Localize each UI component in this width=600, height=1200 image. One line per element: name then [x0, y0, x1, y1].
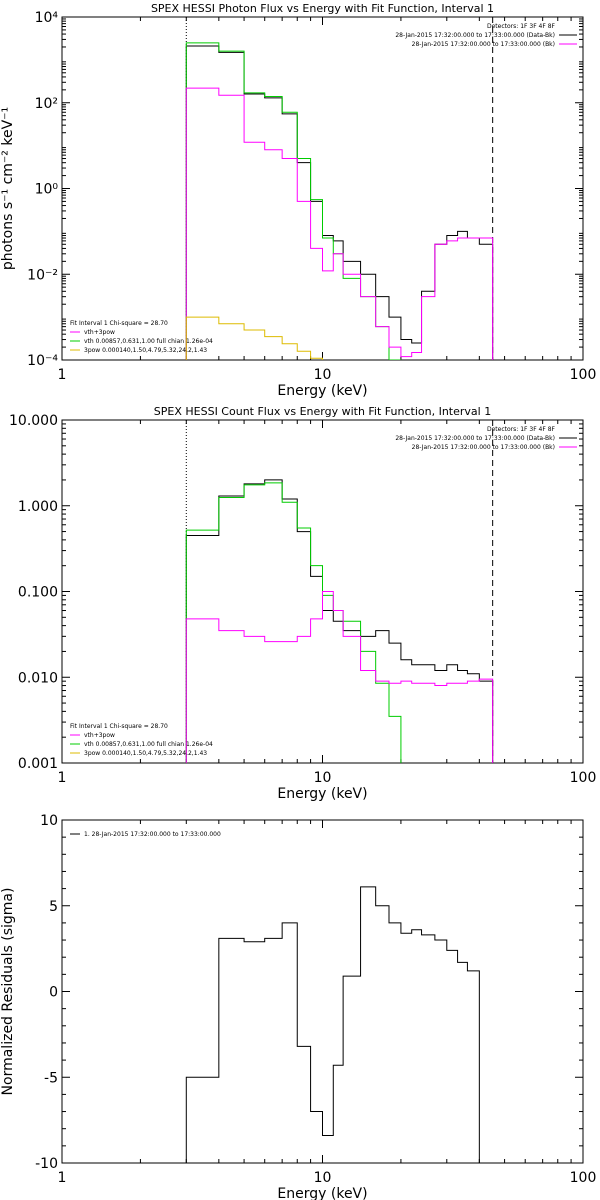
y-tick-label: 10⁻²: [27, 267, 58, 283]
legend-entry-label: vth 0.00857,0.631,1.00 full chian 1.26e-…: [84, 741, 213, 748]
y-tick-label: 10⁴: [35, 10, 59, 26]
legend-entry-label: 3pow 0.000140,1.50,4.79,5.32,24.2,1.43: [84, 750, 207, 757]
y-tick-label: 0: [49, 985, 58, 1001]
chart-title: SPEX HESSI Count Flux vs Energy with Fit…: [154, 405, 491, 418]
y-tick-label: 10.000: [9, 413, 58, 429]
y-tick-label: 10⁻⁴: [27, 353, 58, 369]
legend-header: Fit Interval 1 Chi-square = 28.70: [70, 320, 168, 327]
y-tick-label: 1.000: [18, 499, 58, 515]
series-line-4: [185, 316, 494, 360]
chart-title: SPEX HESSI Photon Flux vs Energy with Fi…: [151, 2, 494, 15]
legend-entry-label: vth+3pow: [84, 732, 115, 739]
series-line-1: [185, 45, 494, 360]
y-tick-label: 10⁰: [35, 182, 59, 198]
legend-entry-label: vth 0.00857,0.631,1.00 full chian 1.26e-…: [84, 338, 213, 345]
legend-entry-label: vth+3pow: [84, 329, 115, 336]
y-tick-label: 10: [40, 813, 58, 829]
plot-frame: [61, 16, 584, 361]
legend-top-right: Detectors: 1F 3F 4F 8F 28-Jan-2015 17:32:…: [395, 23, 577, 48]
series-line-1: [185, 479, 494, 763]
series-line-3: [185, 591, 494, 763]
x-tick-label: 100: [570, 1170, 597, 1186]
series-line-3: [185, 87, 494, 360]
x-tick-label: 10: [314, 1170, 332, 1186]
legend-header: Detectors: 1F 3F 4F 8F: [487, 23, 556, 30]
y-tick-label: 5: [49, 899, 58, 915]
x-tick-label: 100: [570, 770, 597, 786]
x-tick-label: 10: [314, 367, 332, 383]
y-tick-label: 0.001: [18, 756, 58, 772]
x-axis-label: Energy (keV): [277, 786, 367, 802]
legend-top-left: 1. 28-Jan-2015 17:32:00.000 to 17:33:00.…: [70, 831, 221, 838]
series-line-2: [185, 42, 494, 360]
legend-header: Fit Interval 1 Chi-square = 28.70: [70, 723, 168, 730]
chart-panel-1: SPEX HESSI Photon Flux vs Energy with Fi…: [0, 2, 597, 399]
y-tick-label: 10²: [35, 96, 58, 112]
x-tick-label: 1: [58, 367, 67, 383]
x-tick-label: 10: [314, 770, 332, 786]
legend-entry-label: 28-Jan-2015 17:32:00.000 to 17:33:00.000…: [395, 32, 555, 39]
y-tick-label: 0.100: [18, 585, 58, 601]
series-line-1: [185, 886, 494, 1163]
y-axis-label: Normalized Residuals (sigma): [0, 888, 16, 1096]
legend-entry-label: 28-Jan-2015 17:32:00.000 to 17:33:00.000…: [395, 435, 555, 442]
legend-entry-label: 28-Jan-2015 17:32:00.000 to 17:33:00.000…: [412, 444, 555, 451]
chart-panel-2: SPEX HESSI Count Flux vs Energy with Fit…: [9, 405, 597, 802]
legend-bottom-left: Fit Interval 1 Chi-square = 28.70 vth+3po…: [70, 723, 213, 757]
legend-entry-label: 1. 28-Jan-2015 17:32:00.000 to 17:33:00.…: [84, 831, 221, 838]
legend-top-right: Detectors: 1F 3F 4F 8F 28-Jan-2015 17:32:…: [395, 426, 577, 451]
y-axis-label: photons s⁻¹ cm⁻² keV⁻¹: [0, 107, 16, 270]
x-axis-label: Energy (keV): [277, 383, 367, 399]
x-tick-label: 1: [58, 770, 67, 786]
y-tick-label: -10: [35, 1156, 58, 1172]
x-tick-label: 100: [570, 367, 597, 383]
x-axis-label: Energy (keV): [277, 1186, 367, 1200]
x-tick-label: 1: [58, 1170, 67, 1186]
y-tick-label: 0.010: [18, 670, 58, 686]
legend-bottom-left: Fit Interval 1 Chi-square = 28.70 vth+3po…: [70, 320, 213, 354]
y-tick-label: -5: [44, 1070, 58, 1086]
legend-header: Detectors: 1F 3F 4F 8F: [487, 426, 556, 433]
legend-entry-label: 3pow 0.000140,1.50,4.79,5.32,24.2,1.43: [84, 347, 207, 354]
legend-entry-label: 28-Jan-2015 17:32:00.000 to 17:33:00.000…: [412, 41, 555, 48]
series-line-2: [185, 482, 494, 763]
